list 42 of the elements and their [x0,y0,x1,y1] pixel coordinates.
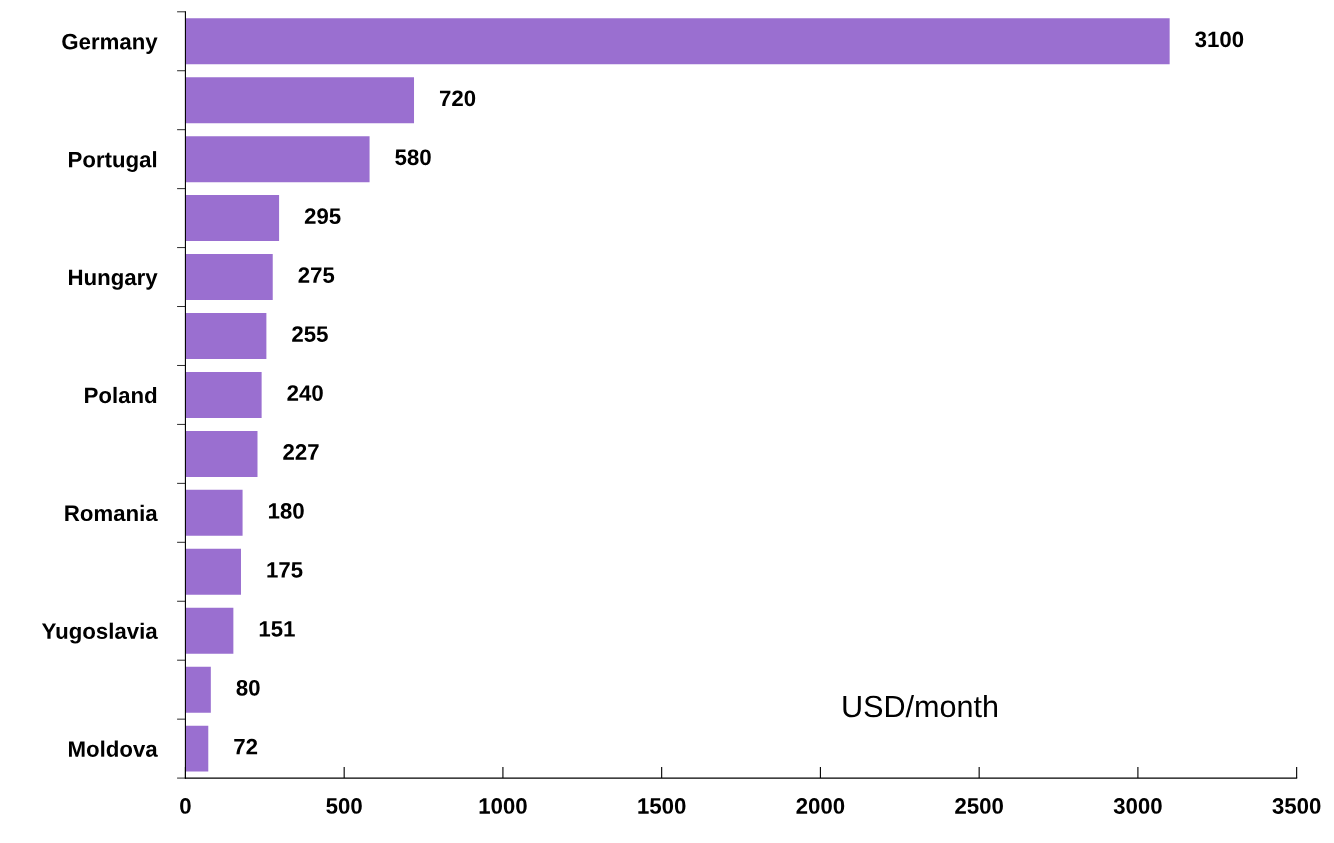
bar [185,725,209,772]
bar [185,136,370,183]
data-label: 151 [259,621,295,637]
data-label: 72 [234,738,258,755]
x-tick-label: 3500 [1272,798,1321,814]
data-label: 80 [236,679,260,696]
x-tick-label: 1500 [638,798,686,814]
y-tick-label: Hungary [69,269,158,290]
y-tick-label: Portugal [69,151,157,172]
y-tick-label: Moldova [69,740,158,757]
bar [185,254,273,301]
bar [185,371,262,418]
x-tick-label: 500 [326,798,362,814]
bar [185,666,211,713]
data-label: 3100 [1195,31,1244,48]
bar [185,548,241,595]
data-label: 580 [395,149,431,166]
bar [185,195,280,242]
bar [185,18,1170,65]
x-tick-label: 2500 [955,798,1003,814]
x-tick-label: 0 [180,798,191,814]
data-label: 240 [287,385,323,401]
data-label: 227 [283,444,319,460]
x-tick-label: 1000 [479,798,527,814]
bar [185,430,258,477]
data-label: 255 [292,326,328,342]
x-tick-label: 3000 [1113,798,1162,814]
annotation: USD/month [843,694,997,718]
bar [185,607,234,654]
data-label: 175 [267,562,303,578]
bar [185,313,267,359]
bar [185,77,415,124]
data-label: 180 [268,503,304,519]
bar [185,489,243,536]
y-tick-label: Yugoslavia [41,622,158,644]
y-tick-label: Poland [85,386,157,404]
data-label: 275 [298,267,335,284]
y-tick-label: Romania [65,504,158,522]
y-tick-label: Germany [62,33,158,54]
data-label: 720 [439,90,476,107]
data-label: 295 [304,208,341,225]
x-tick-label: 2000 [796,798,845,814]
